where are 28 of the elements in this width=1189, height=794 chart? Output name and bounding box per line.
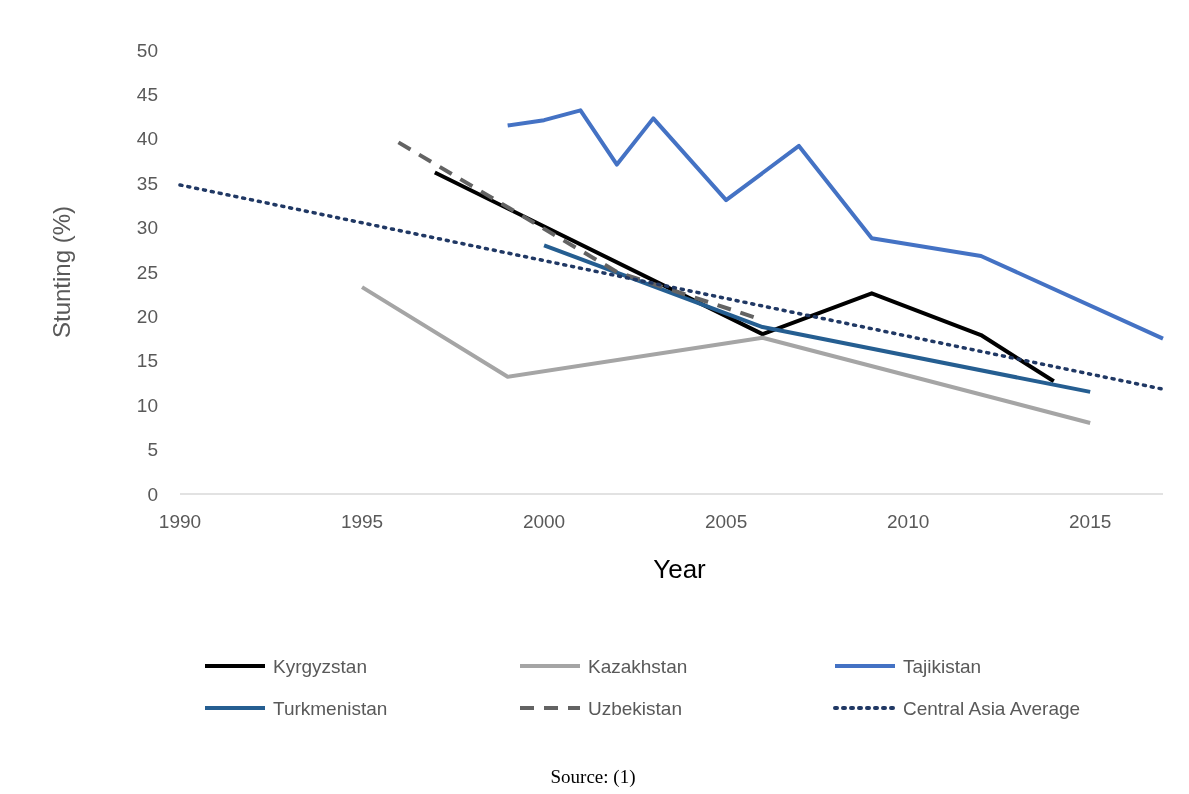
y-tick-label: 50 — [136, 39, 158, 61]
x-axis-title: Year — [653, 554, 707, 584]
y-tick-label: 35 — [136, 172, 158, 194]
y-tick-label: 25 — [136, 261, 158, 283]
line-series — [505, 108, 1165, 341]
y-tick-label: 0 — [147, 483, 158, 505]
legend-label: Kyrgyzstan — [273, 655, 367, 677]
y-tick-label: 10 — [136, 394, 158, 416]
legend-label: Turkmenistan — [273, 697, 388, 719]
x-tick-label: 1995 — [340, 511, 384, 532]
x-tick-label: 2015 — [1069, 511, 1112, 532]
legend-label: Central Asia Average — [903, 697, 1081, 719]
y-tick-label: 15 — [136, 350, 158, 372]
y-tick-label: 40 — [136, 128, 158, 150]
y-axis-title: Stunting (%) — [48, 205, 75, 339]
y-tick-label: 45 — [136, 84, 158, 106]
y-tick-label: 30 — [136, 217, 158, 239]
y-tick-label: 5 — [147, 439, 158, 461]
legend-label: Tajikistan — [903, 655, 982, 677]
y-tick-label: 20 — [136, 306, 158, 328]
legend-label: Kazakhstan — [588, 655, 688, 677]
x-tick-label: 2000 — [522, 511, 566, 532]
legend-label: Uzbekistan — [588, 697, 682, 719]
x-tick-label: 2010 — [887, 511, 930, 532]
line-series — [360, 285, 1093, 425]
source-note: Source: (1) — [550, 766, 636, 788]
x-tick-label: 1990 — [158, 511, 202, 532]
x-tick-label: 2005 — [704, 511, 748, 532]
